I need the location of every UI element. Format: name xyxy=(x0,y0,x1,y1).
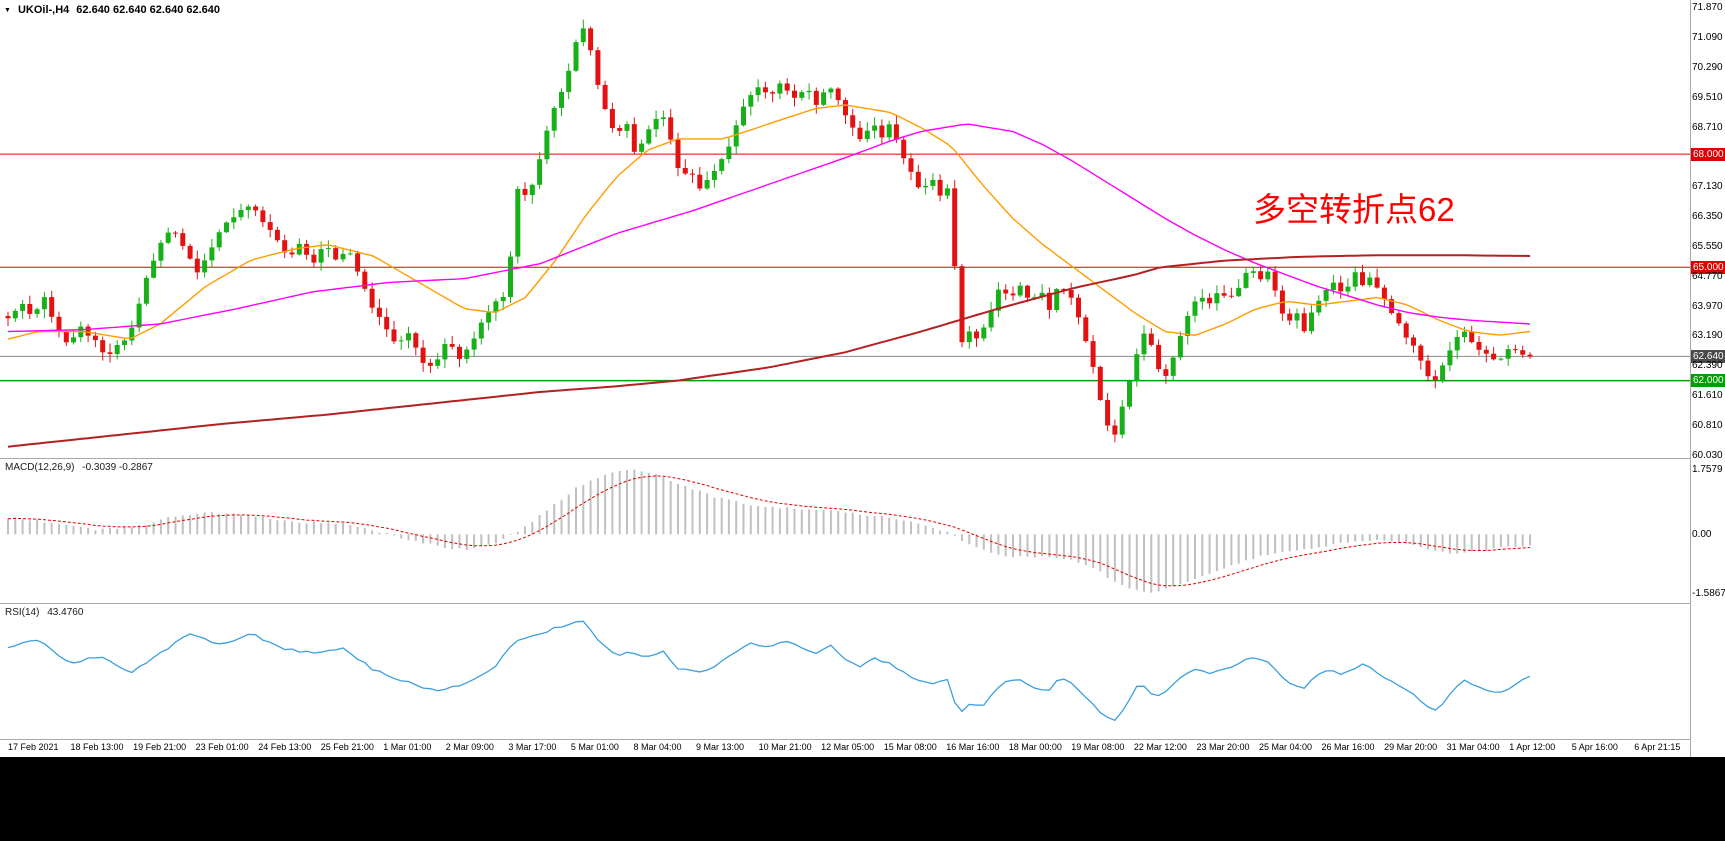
horizontal-lines[interactable] xyxy=(0,153,1690,382)
macd-svg[interactable] xyxy=(0,460,1690,603)
macd-signal-line xyxy=(7,475,1531,587)
price-axis-label: 65.550 xyxy=(1692,241,1723,253)
price-line-label-65.000[interactable]: 65.000 xyxy=(1691,260,1725,274)
price-axis-label: 61.610 xyxy=(1692,389,1723,401)
price-axis-label: 71.870 xyxy=(1692,2,1723,14)
time-axis-label: 25 Mar 04:00 xyxy=(1259,742,1313,752)
rsi-svg[interactable] xyxy=(0,605,1690,739)
ma-fast-line[interactable] xyxy=(7,104,1531,340)
macd-values: -0.3039 -0.2867 xyxy=(82,462,153,473)
ma-mid-line[interactable] xyxy=(7,123,1531,333)
ma-slow-line[interactable] xyxy=(7,254,1531,448)
price-axis-label: 69.510 xyxy=(1692,91,1723,103)
price-line-label-62.000[interactable]: 62.000 xyxy=(1691,374,1725,388)
time-axis-label: 18 Mar 00:00 xyxy=(1008,742,1062,752)
time-axis-label: 29 Mar 20:00 xyxy=(1384,742,1438,752)
rsi-canvas[interactable] xyxy=(0,605,1690,739)
time-axis-label: 6 Apr 21:15 xyxy=(1634,742,1681,752)
time-axis-label: 26 Mar 16:00 xyxy=(1321,742,1375,752)
price-axis-label: 66.350 xyxy=(1692,210,1723,222)
price-axis-label: 67.130 xyxy=(1692,181,1723,193)
time-axis-label: 25 Feb 21:00 xyxy=(320,742,374,752)
macd-axis-label: -1.5867 xyxy=(1692,587,1725,599)
moving-averages[interactable] xyxy=(7,104,1531,448)
price-axis-label: 60.810 xyxy=(1692,420,1723,431)
time-axis-label: 19 Mar 08:00 xyxy=(1071,742,1125,752)
macd-axis-label: 0.00 xyxy=(1692,528,1712,540)
rsi-name: RSI(14) xyxy=(5,607,40,618)
time-axis-label: 5 Apr 16:00 xyxy=(1571,742,1618,752)
symbol-ohlc-info: ▼ UKOil-,H4 62.640 62.640 62.640 62.640 xyxy=(4,4,220,16)
rsi-line xyxy=(7,620,1531,722)
symbol-timeframe-label: UKOil-,H4 xyxy=(17,4,70,16)
macd-panel[interactable]: MACD(12,26,9) -0.3039 -0.2867 xyxy=(0,460,1690,603)
time-axis-label: 23 Feb 01:00 xyxy=(195,742,249,752)
time-axis-label: 1 Mar 01:00 xyxy=(383,742,432,752)
price-line-label-68.000[interactable]: 68.000 xyxy=(1691,147,1725,161)
price-axis-label: 63.190 xyxy=(1692,330,1723,342)
rsi-panel[interactable]: RSI(14) 43.4760 xyxy=(0,605,1690,739)
time-axis-label: 19 Feb 21:00 xyxy=(133,742,187,752)
price-axis-label: 62.390 xyxy=(1692,360,1723,372)
macd-axis-label: 1.7579 xyxy=(1692,463,1723,475)
time-axis-label: 22 Mar 12:00 xyxy=(1133,742,1187,752)
time-axis-label: 9 Mar 13:00 xyxy=(696,742,745,752)
time-axis-label: 1 Apr 12:00 xyxy=(1509,742,1556,752)
axis-separator xyxy=(1690,0,1691,757)
price-chart-panel[interactable]: ▼ UKOil-,H4 62.640 62.640 62.640 62.640 … xyxy=(0,0,1690,458)
price-chart-canvas[interactable] xyxy=(0,0,1690,458)
candles xyxy=(5,19,1533,443)
time-axis-label: 18 Feb 13:00 xyxy=(70,742,124,752)
price-axis-label: 71.090 xyxy=(1692,31,1723,43)
macd-histogram xyxy=(7,469,1531,593)
macd-canvas[interactable] xyxy=(0,460,1690,603)
time-axis-label: 17 Feb 2021 xyxy=(8,742,59,752)
bottom-black-bar xyxy=(0,757,1725,841)
panel-separator xyxy=(0,739,1691,740)
time-axis-label: 5 Mar 01:00 xyxy=(570,742,619,752)
time-axis-label: 2 Mar 09:00 xyxy=(445,742,494,752)
price-axis-label: 63.970 xyxy=(1692,300,1723,312)
macd-name: MACD(12,26,9) xyxy=(5,462,75,473)
price-axis[interactable]: 71.870 71.090 70.290 69.510 68.710 68.000 67.1… xyxy=(1691,0,1725,757)
time-axis-label: 10 Mar 21:00 xyxy=(758,742,812,752)
time-axis-label: 15 Mar 08:00 xyxy=(883,742,937,752)
time-axis-label: 16 Mar 16:00 xyxy=(946,742,1000,752)
time-axis-label: 23 Mar 20:00 xyxy=(1196,742,1250,752)
panel-separator[interactable] xyxy=(0,603,1691,604)
time-axis-label: 12 Mar 05:00 xyxy=(821,742,875,752)
time-axis-label: 31 Mar 04:00 xyxy=(1446,742,1500,752)
price-axis-label: 70.290 xyxy=(1692,62,1723,74)
time-axis-label: 8 Mar 04:00 xyxy=(633,742,682,752)
price-line-label-62.640[interactable]: 62.640 xyxy=(1691,349,1725,363)
dropdown-triangle-icon: ▼ xyxy=(4,6,11,14)
price-axis-label: 68.710 xyxy=(1692,121,1723,133)
price-axis-label: 64.770 xyxy=(1692,270,1723,282)
time-axis-label: 3 Mar 17:00 xyxy=(508,742,557,752)
panel-separator[interactable] xyxy=(0,458,1691,459)
price-chart-svg[interactable] xyxy=(0,0,1690,458)
macd-label: MACD(12,26,9) -0.3039 -0.2867 xyxy=(5,462,153,473)
time-axis-label: 24 Feb 13:00 xyxy=(258,742,312,752)
rsi-label: RSI(14) 43.4760 xyxy=(5,607,83,618)
ohlc-values: 62.640 62.640 62.640 62.640 xyxy=(76,4,221,16)
price-axis-label: 60.030 xyxy=(1692,449,1723,461)
rsi-value: 43.4760 xyxy=(47,607,84,618)
chart-annotation-text: 多空转折点62 xyxy=(1253,191,1455,228)
time-axis[interactable]: 17 Feb 2021 18 Feb 13:00 19 Feb 21:00 23 Fe… xyxy=(0,740,1690,757)
